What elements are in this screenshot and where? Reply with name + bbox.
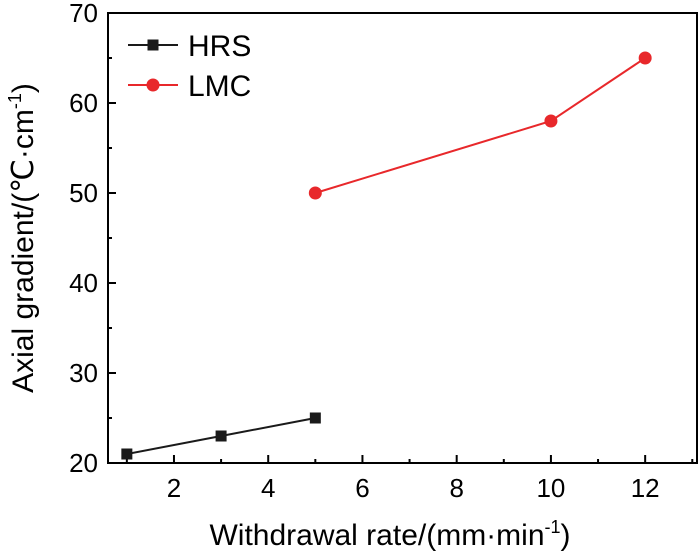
series-hrs <box>121 412 321 460</box>
series-lmc <box>308 51 652 200</box>
data-point-lmc <box>638 51 652 65</box>
data-point-hrs <box>121 448 133 460</box>
x-axis-label: Withdrawal rate/(mm·min-1) <box>209 517 570 552</box>
y-tick-label: 60 <box>69 88 98 118</box>
data-point-lmc <box>544 114 558 128</box>
x-axis-ticks: 2 4 6 8 10 12 <box>125 455 694 503</box>
x-tick-label: 10 <box>536 473 565 503</box>
series-layer <box>121 51 652 460</box>
y-axis-ticks: 20 30 40 50 60 70 <box>69 0 116 478</box>
x-tick-label: 12 <box>631 473 660 503</box>
x-tick-label: 8 <box>449 473 463 503</box>
legend-label-lmc: LMC <box>188 70 251 103</box>
data-point-hrs <box>309 412 321 424</box>
y-tick-label: 40 <box>69 268 98 298</box>
x-tick-label: 6 <box>355 473 369 503</box>
series-line-lmc <box>315 57 646 194</box>
legend-marker-lmc <box>146 78 160 92</box>
y-tick-label: 70 <box>69 0 98 28</box>
y-axis-label: Axial gradient/(℃·cm-1) <box>5 83 40 393</box>
data-point-lmc <box>308 186 322 200</box>
y-tick-label: 50 <box>69 178 98 208</box>
y-tick-label: 20 <box>69 448 98 478</box>
legend-label-hrs: HRS <box>188 30 251 63</box>
data-point-hrs <box>215 430 227 442</box>
legend: HRS LMC <box>128 30 251 103</box>
x-tick-label: 4 <box>261 473 275 503</box>
legend-marker-hrs <box>147 39 159 51</box>
x-tick-label: 2 <box>167 473 181 503</box>
y-tick-label: 30 <box>69 358 98 388</box>
